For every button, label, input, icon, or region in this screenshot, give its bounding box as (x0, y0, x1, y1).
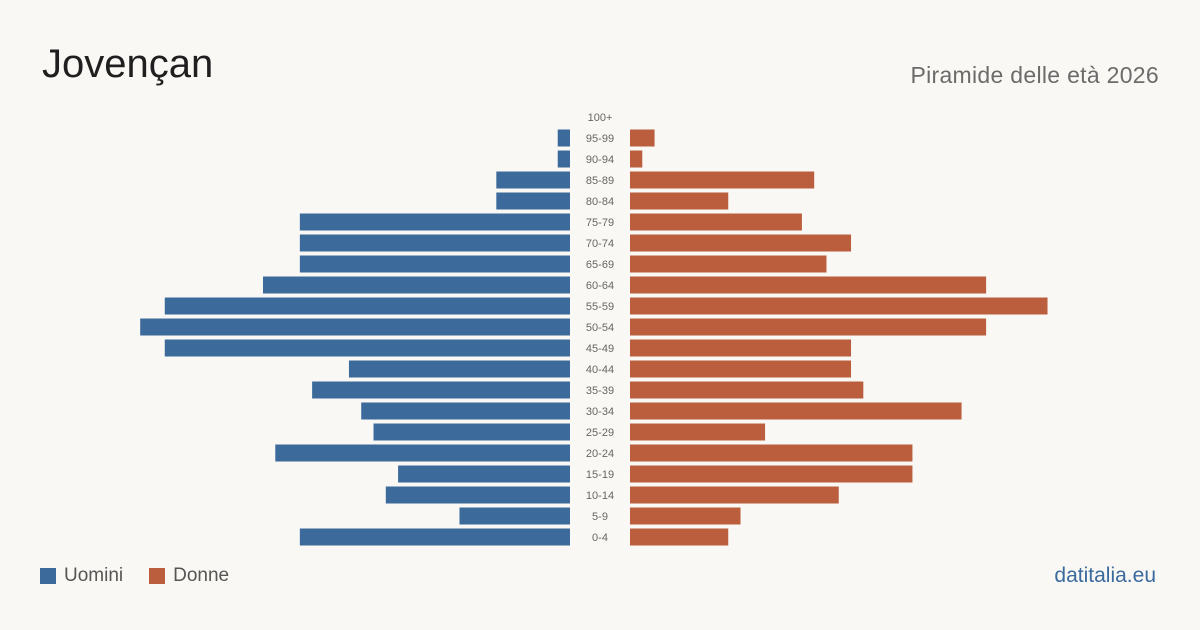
age-label: 50-54 (586, 322, 614, 334)
bar-women (630, 255, 827, 273)
bar-men (299, 528, 570, 546)
bar-women (630, 360, 852, 378)
age-label: 45-49 (586, 343, 614, 355)
legend-item-men: Uomini (40, 565, 123, 587)
bar-men (299, 255, 570, 273)
legend-item-women: Donne (149, 565, 229, 587)
age-label: 0-4 (592, 532, 608, 544)
brand-link[interactable]: datitalia.eu (1054, 564, 1156, 587)
bar-men (312, 381, 570, 399)
bar-women (630, 213, 802, 231)
bar-women (630, 276, 987, 294)
bar-women (630, 234, 852, 252)
age-label: 80-84 (586, 196, 614, 208)
bar-women (630, 318, 987, 336)
age-label: 75-79 (586, 217, 614, 229)
age-label: 85-89 (586, 175, 614, 187)
bar-men (557, 150, 570, 168)
bar-women (630, 150, 643, 168)
bar-women (630, 486, 839, 504)
bar-women (630, 423, 766, 441)
bar-women (630, 381, 864, 399)
bar-women (630, 192, 729, 210)
bar-women (630, 402, 962, 420)
age-label: 60-64 (586, 280, 614, 292)
bar-men (348, 360, 570, 378)
bar-women (630, 171, 815, 189)
age-label: 95-99 (586, 133, 614, 145)
age-label: 35-39 (586, 385, 614, 397)
legend-label-women: Donne (173, 565, 230, 586)
bar-women (630, 507, 741, 525)
age-label: 70-74 (586, 238, 614, 250)
legend: Uomini Donne (40, 565, 255, 587)
age-label: 10-14 (586, 490, 614, 502)
bar-women (630, 339, 852, 357)
bar-men (164, 339, 570, 357)
bar-women (630, 129, 655, 147)
bar-men (275, 444, 570, 462)
legend-swatch-men (40, 568, 56, 584)
chart-title: Jovençan (42, 42, 214, 86)
bar-women (630, 444, 913, 462)
bar-men (557, 129, 570, 147)
age-label: 55-59 (586, 301, 614, 313)
bar-women (630, 528, 729, 546)
age-label: 15-19 (586, 469, 614, 481)
bar-men (373, 423, 570, 441)
age-label: 25-29 (586, 427, 614, 439)
bar-men (263, 276, 570, 294)
legend-swatch-women (149, 568, 166, 584)
age-label: 20-24 (586, 448, 614, 460)
age-label: 65-69 (586, 259, 614, 271)
bar-men (361, 402, 570, 420)
bar-men (496, 192, 570, 210)
bar-men (459, 507, 570, 525)
bar-men (496, 171, 570, 189)
bar-men (385, 486, 570, 504)
age-label: 100+ (588, 112, 613, 124)
age-label: 40-44 (586, 364, 614, 376)
bar-men (299, 213, 570, 231)
legend-label-men: Uomini (64, 565, 124, 586)
bar-men (140, 318, 570, 336)
age-label: 90-94 (586, 154, 614, 166)
bar-women (630, 297, 1048, 315)
age-label: 30-34 (586, 406, 614, 418)
age-label: 5-9 (592, 511, 608, 523)
chart-subtitle: Piramide delle età 2026 (910, 62, 1159, 88)
bar-women (630, 465, 913, 483)
bar-men (299, 234, 570, 252)
bar-men (398, 465, 570, 483)
bar-men (164, 297, 570, 315)
population-pyramid-chart: 100+ 95-99 90-94 85-89 80-84 75-79 70-74 65-69 6… (140, 112, 1048, 546)
